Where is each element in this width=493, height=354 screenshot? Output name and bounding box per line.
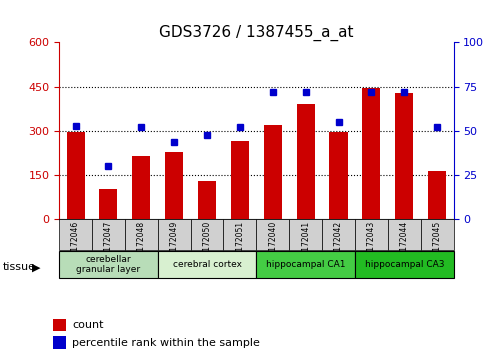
Text: hippocampal CA3: hippocampal CA3 bbox=[364, 260, 444, 269]
Text: GSM172048: GSM172048 bbox=[137, 221, 146, 267]
Text: cerebellar
granular layer: cerebellar granular layer bbox=[76, 255, 141, 274]
FancyBboxPatch shape bbox=[59, 219, 92, 250]
Bar bbox=[428, 171, 446, 219]
Text: cerebral cortex: cerebral cortex bbox=[173, 260, 242, 269]
Bar bbox=[264, 125, 282, 219]
Text: GSM172047: GSM172047 bbox=[104, 221, 113, 267]
Text: GSM172046: GSM172046 bbox=[71, 221, 80, 267]
Bar bbox=[362, 88, 381, 219]
Bar bbox=[67, 132, 85, 219]
FancyBboxPatch shape bbox=[388, 219, 421, 250]
Title: GDS3726 / 1387455_a_at: GDS3726 / 1387455_a_at bbox=[159, 25, 353, 41]
Text: GSM172049: GSM172049 bbox=[170, 221, 178, 267]
Text: GSM172040: GSM172040 bbox=[268, 221, 277, 267]
Text: ▶: ▶ bbox=[32, 262, 40, 272]
FancyBboxPatch shape bbox=[158, 219, 191, 250]
Bar bbox=[165, 152, 183, 219]
Text: tissue: tissue bbox=[2, 262, 35, 272]
Text: GSM172044: GSM172044 bbox=[400, 221, 409, 267]
Bar bbox=[297, 104, 315, 219]
Text: GSM172042: GSM172042 bbox=[334, 221, 343, 267]
FancyBboxPatch shape bbox=[125, 219, 158, 250]
Bar bbox=[132, 156, 150, 219]
FancyBboxPatch shape bbox=[421, 219, 454, 250]
FancyBboxPatch shape bbox=[59, 251, 158, 278]
FancyBboxPatch shape bbox=[158, 251, 256, 278]
FancyBboxPatch shape bbox=[289, 219, 322, 250]
FancyBboxPatch shape bbox=[355, 219, 388, 250]
Text: GSM172045: GSM172045 bbox=[433, 221, 442, 267]
Text: GSM172051: GSM172051 bbox=[236, 221, 245, 267]
FancyBboxPatch shape bbox=[355, 251, 454, 278]
Bar bbox=[100, 188, 117, 219]
Bar bbox=[329, 132, 348, 219]
Text: hippocampal CA1: hippocampal CA1 bbox=[266, 260, 346, 269]
Bar bbox=[54, 319, 66, 331]
Text: GSM172041: GSM172041 bbox=[301, 221, 310, 267]
Bar bbox=[231, 141, 249, 219]
Bar bbox=[54, 336, 66, 349]
Text: count: count bbox=[72, 320, 104, 330]
Text: percentile rank within the sample: percentile rank within the sample bbox=[72, 338, 260, 348]
FancyBboxPatch shape bbox=[322, 219, 355, 250]
FancyBboxPatch shape bbox=[92, 219, 125, 250]
Text: GSM172043: GSM172043 bbox=[367, 221, 376, 267]
FancyBboxPatch shape bbox=[256, 251, 355, 278]
FancyBboxPatch shape bbox=[256, 219, 289, 250]
FancyBboxPatch shape bbox=[223, 219, 256, 250]
Bar bbox=[198, 181, 216, 219]
FancyBboxPatch shape bbox=[191, 219, 223, 250]
Bar bbox=[395, 93, 413, 219]
Text: GSM172050: GSM172050 bbox=[203, 221, 211, 267]
